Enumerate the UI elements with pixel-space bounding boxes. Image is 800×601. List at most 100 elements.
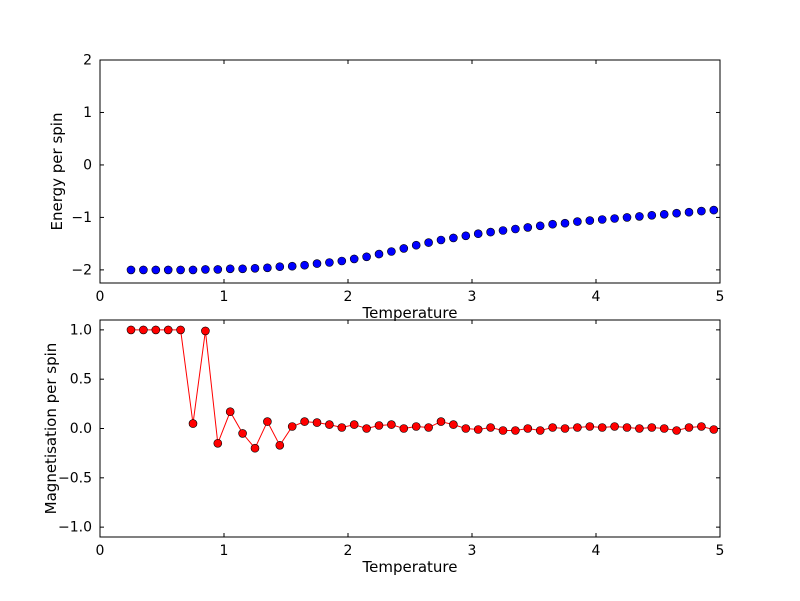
x-tick-label: 3 xyxy=(468,543,477,559)
y-tick-label: 1 xyxy=(83,105,92,121)
energy-data-point xyxy=(697,206,706,216)
energy-data-point xyxy=(461,231,471,241)
energy-data-point xyxy=(560,218,570,228)
energy-data-point xyxy=(163,265,173,275)
magnetisation-data-point xyxy=(263,417,272,426)
magnetisation-data-point xyxy=(337,423,347,432)
magnetisation-data-point xyxy=(635,424,644,433)
y-tick-label: −2 xyxy=(71,262,92,278)
magnetisation-data-point xyxy=(411,422,421,431)
magnetisation-data-point xyxy=(709,425,719,434)
energy-data-point xyxy=(647,211,657,220)
energy-data-point xyxy=(659,210,669,219)
energy-data-point xyxy=(139,265,148,275)
energy-data-point xyxy=(275,262,285,272)
energy-data-point xyxy=(436,235,446,245)
magnetisation-x-axis-label: Temperature xyxy=(361,558,457,576)
magnetisation-data-point xyxy=(424,423,433,432)
energy-data-point xyxy=(622,213,632,222)
magnetisation-data-point xyxy=(399,424,409,433)
energy-data-point xyxy=(349,254,359,264)
magnetisation-data-point xyxy=(560,424,570,433)
magnetisation-data-point xyxy=(151,325,161,335)
x-tick-label: 2 xyxy=(344,543,353,559)
magnetisation-data-point xyxy=(622,423,632,432)
magnetisation-data-point xyxy=(300,417,309,426)
x-tick-label: 1 xyxy=(220,289,229,305)
x-tick-label: 0 xyxy=(96,543,105,559)
magnetisation-y-axis-label: Magnetisation per spin xyxy=(42,343,60,515)
energy-data-point xyxy=(213,265,223,274)
x-tick-label: 5 xyxy=(716,543,725,559)
magnetisation-data-point xyxy=(176,325,185,335)
x-tick-label: 2 xyxy=(344,289,353,305)
magnetisation-data-point xyxy=(498,426,508,435)
magnetisation-data-point xyxy=(312,418,322,427)
magnetisation-data-point xyxy=(535,426,545,435)
magnetisation-data-point xyxy=(387,420,396,429)
energy-data-point xyxy=(325,258,334,267)
magnetisation-data-point xyxy=(436,417,446,426)
magnetisation-data-point xyxy=(684,423,694,432)
energy-data-point xyxy=(523,223,533,232)
magnetisation-data-point xyxy=(449,420,458,429)
energy-data-point xyxy=(250,263,260,273)
energy-y-axis-label: Energy per spin xyxy=(48,113,66,231)
energy-data-point xyxy=(486,227,495,237)
magnetisation-data-point xyxy=(697,422,706,431)
magnetisation-data-point xyxy=(362,424,371,433)
magnetisation-data-point xyxy=(374,421,384,430)
energy-data-point xyxy=(188,265,198,275)
energy-data-point xyxy=(337,256,347,266)
energy-data-point xyxy=(610,214,619,223)
magnetisation-data-point xyxy=(659,424,669,433)
energy-data-point xyxy=(535,221,545,231)
energy-data-point xyxy=(597,215,607,224)
energy-data-point xyxy=(362,252,371,262)
magnetisation-data-point xyxy=(573,423,582,432)
energy-data-point xyxy=(238,264,247,274)
energy-data-point xyxy=(399,244,409,253)
y-tick-label: 2 xyxy=(83,53,92,69)
magnetisation-data-point xyxy=(461,424,471,433)
magnetisation-data-point xyxy=(610,422,619,431)
energy-data-point xyxy=(201,265,210,274)
y-tick-label: −1.0 xyxy=(58,520,92,536)
energy-data-point xyxy=(176,265,185,275)
magnetisation-data-point xyxy=(325,420,334,429)
energy-data-point xyxy=(449,233,458,243)
y-tick-label: −1 xyxy=(71,210,92,226)
energy-plot: 0 1 2 3 4 5 −2 −1 0 1 2 Temperature Energy per spin xyxy=(48,53,724,323)
magnetisation-data-point xyxy=(585,422,595,431)
energy-data-point xyxy=(312,259,322,268)
y-tick-label: −0.5 xyxy=(58,470,92,486)
magnetisation-data-point xyxy=(597,423,607,432)
magnetisation-data-point xyxy=(126,325,136,335)
energy-data-point xyxy=(300,260,309,270)
magnetisation-data-point xyxy=(473,425,483,434)
magnetisation-data-point xyxy=(486,423,495,432)
energy-data-point xyxy=(635,212,644,221)
x-tick-label: 3 xyxy=(468,289,477,305)
magnetisation-data-point xyxy=(275,440,285,450)
y-tick-label: 1.0 xyxy=(70,322,92,338)
energy-data-point xyxy=(225,264,235,274)
energy-data-point xyxy=(585,216,595,225)
energy-data-point xyxy=(424,238,433,247)
energy-data-point xyxy=(374,249,384,259)
magnetisation-data-point xyxy=(188,419,198,428)
magnetisation-data-point xyxy=(238,429,247,438)
energy-data-point xyxy=(511,224,520,234)
energy-axes-frame xyxy=(99,59,721,284)
energy-data-point xyxy=(387,247,396,256)
energy-data-point xyxy=(709,205,719,215)
magnetisation-data-point xyxy=(139,325,148,335)
energy-data-point xyxy=(548,219,557,229)
energy-data-point xyxy=(573,217,582,226)
y-tick-label: 0 xyxy=(83,157,92,173)
magnetisation-data-point xyxy=(548,423,557,432)
energy-data-point xyxy=(151,265,161,275)
magnetisation-data-point xyxy=(511,426,520,435)
